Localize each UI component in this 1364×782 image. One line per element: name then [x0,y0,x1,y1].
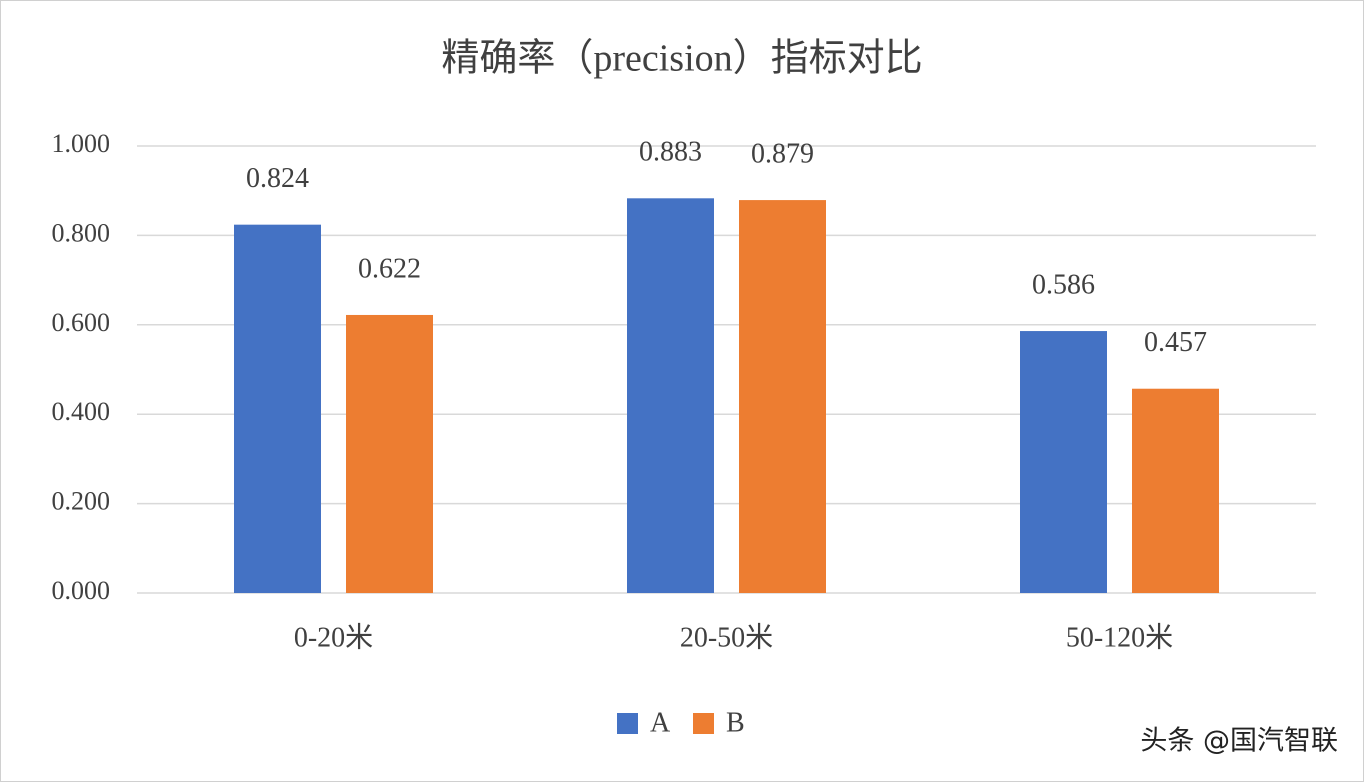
x-tick-label: 0-20米 [294,621,373,653]
bar [346,314,433,593]
bar [1132,388,1219,593]
value-label: 0.586 [1032,269,1095,300]
y-tick-label: 0.800 [52,218,111,247]
x-tick-label: 20-50米 [680,621,773,653]
value-label: 0.824 [246,163,309,194]
value-label: 0.883 [639,137,702,168]
legend-swatch [617,713,638,734]
chart-title: 精确率（precision）指标对比 [441,38,922,80]
value-label: 0.457 [1144,327,1207,358]
y-tick-label: 0.600 [52,308,111,337]
bar [739,200,826,593]
y-tick-label: 0.400 [52,397,111,426]
y-tick-label: 1.000 [52,129,111,158]
y-tick-label: 0.200 [52,487,111,516]
bar [1020,331,1107,593]
legend-label: A [650,707,671,738]
x-tick-label: 50-120米 [1066,621,1173,653]
legend-label: B [726,707,745,738]
legend-swatch [693,713,714,734]
bar [234,224,321,593]
bar [627,198,714,593]
y-tick-label: 0.000 [52,576,111,605]
watermark: 头条 @国汽智联 [1140,726,1338,757]
value-label: 0.622 [358,253,421,284]
value-label: 0.879 [751,139,814,170]
